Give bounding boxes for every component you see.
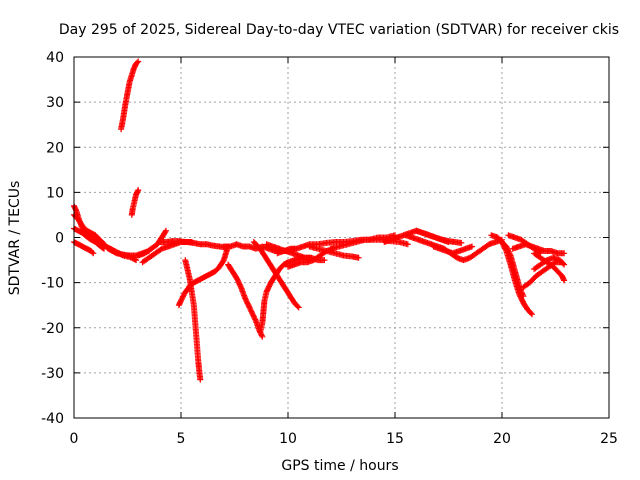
- data-point-marker: [294, 303, 301, 310]
- data-point-marker: [527, 310, 534, 317]
- x-tick-label: 20: [493, 431, 511, 447]
- data-point-marker: [249, 309, 255, 316]
- series-arc-20: [327, 236, 411, 252]
- data-point-marker: [134, 59, 141, 66]
- data-point-marker: [135, 187, 142, 194]
- data-point-marker: [321, 257, 328, 264]
- x-tick-label: 5: [177, 431, 186, 447]
- data-point-marker: [536, 249, 543, 256]
- series-arc-30: [531, 250, 568, 284]
- series-arc-11: [182, 257, 204, 383]
- series-arc-2: [71, 211, 152, 259]
- series-arc-9: [156, 238, 195, 245]
- grid-lines: [74, 57, 609, 418]
- series-arc-24: [430, 243, 475, 257]
- data-point-marker: [404, 241, 411, 248]
- y-tick-label: 20: [46, 140, 64, 156]
- x-tick-label: 15: [386, 431, 404, 447]
- data-point-marker: [188, 239, 195, 245]
- series-arc-26: [499, 239, 527, 300]
- y-axis-label: SDTVAR / TECUs: [7, 181, 23, 296]
- data-point-marker: [519, 290, 526, 297]
- data-point-marker: [537, 250, 544, 257]
- data-point-marker: [101, 245, 107, 252]
- series-arc-7: [135, 227, 169, 259]
- data-points: [71, 58, 568, 383]
- y-tick-label: 0: [55, 231, 64, 247]
- y-tick-label: -40: [41, 411, 64, 427]
- y-tick-label: 40: [46, 50, 64, 66]
- series-arc-10: [175, 243, 232, 309]
- data-point-marker: [458, 239, 465, 246]
- data-point-marker: [561, 277, 568, 284]
- data-point-marker: [506, 251, 513, 258]
- series-arc-5: [118, 58, 142, 133]
- data-point-marker: [295, 304, 302, 311]
- data-point-marker: [529, 311, 535, 318]
- data-point-marker: [251, 315, 258, 322]
- chart-title: Day 295 of 2025, Sidereal Day-to-day VTE…: [59, 22, 619, 38]
- data-point-marker: [469, 243, 475, 250]
- data-point-marker: [99, 245, 106, 251]
- x-tick-label: 10: [279, 431, 297, 447]
- data-point-marker: [558, 259, 565, 266]
- y-tick-label: -30: [41, 366, 64, 382]
- series-arc-4: [71, 225, 107, 252]
- y-tick-label: 30: [46, 95, 64, 111]
- x-axis-label: GPS time / hours: [281, 458, 398, 474]
- series-arc-31: [505, 232, 544, 257]
- data-point-marker: [135, 58, 142, 65]
- data-point-marker: [179, 293, 186, 300]
- y-tick-label: -20: [41, 321, 64, 337]
- x-tick-label: 25: [600, 431, 618, 447]
- series-arc-15: [250, 239, 302, 311]
- data-point-marker: [163, 227, 169, 234]
- data-point-marker: [520, 293, 527, 300]
- data-point-marker: [178, 296, 185, 303]
- y-tick-label: 10: [46, 185, 64, 201]
- plot-frame: [73, 56, 610, 419]
- series-arc-23: [413, 227, 465, 246]
- y-tick-label: -10: [41, 276, 64, 292]
- series-arc-22: [402, 232, 505, 264]
- data-point-marker: [250, 312, 257, 319]
- data-point-marker: [355, 254, 362, 261]
- series-arc-14: [257, 254, 313, 336]
- data-point-marker: [90, 250, 97, 257]
- x-tick-label: 0: [70, 431, 79, 447]
- data-point-marker: [259, 333, 266, 340]
- tick-labels: 0 5 10 15 20 25 -40 -30 -20 -10 0 10 20 30 40: [41, 50, 618, 447]
- data-point-marker: [561, 250, 568, 257]
- data-point-marker: [162, 228, 169, 235]
- data-point-marker: [89, 249, 96, 256]
- series-arc-18: [285, 245, 336, 270]
- series-arc-6: [128, 187, 142, 218]
- data-point-marker: [197, 376, 204, 383]
